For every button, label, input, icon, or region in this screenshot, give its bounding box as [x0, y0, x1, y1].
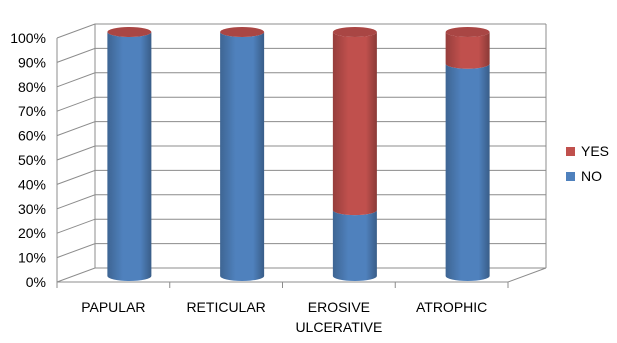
- bar-top-cap: [220, 27, 265, 37]
- y-tick-label: 10%: [18, 250, 46, 266]
- x-tick-label: EROSIVE: [308, 299, 370, 315]
- legend: YES NO: [566, 143, 609, 184]
- bars: [107, 27, 490, 281]
- y-tick-label: 30%: [18, 201, 46, 217]
- bar-segment-no: [445, 63, 490, 281]
- y-tick-label: 40%: [18, 176, 46, 192]
- y-tick-label: 50%: [18, 152, 46, 168]
- y-tick-label: 100%: [10, 30, 46, 46]
- legend-swatch-no: [566, 172, 575, 181]
- bar-segment-no: [107, 32, 152, 281]
- legend-label-yes: YES: [581, 143, 609, 159]
- y-tick-label: 20%: [18, 225, 46, 241]
- bar-segment-no: [332, 210, 377, 281]
- y-tick-label: 0%: [26, 274, 46, 290]
- legend-swatch-yes: [566, 147, 575, 156]
- axis-labels: 0% 10% 20% 30% 40% 50% 60% 70% 80% 90% 100% PAPULAR…: [10, 30, 487, 335]
- y-tick-label: 90%: [18, 54, 46, 70]
- bar-segment-no: [220, 32, 265, 281]
- bar-segment-yes: [332, 32, 377, 216]
- x-tick-label: PAPULAR: [81, 299, 145, 315]
- bar-top-cap: [107, 27, 152, 37]
- x-tick-label: RETICULAR: [186, 299, 265, 315]
- y-tick-label: 80%: [18, 79, 46, 95]
- x-tick-label: ULCERATIVE: [295, 319, 382, 335]
- bar-top-cap: [332, 27, 377, 37]
- axes: [56, 24, 547, 288]
- bar-segment-yes: [445, 32, 490, 69]
- y-tick-label: 60%: [18, 128, 46, 144]
- y-tick-label: 70%: [18, 103, 46, 119]
- legend-label-no: NO: [581, 168, 602, 184]
- bar-top-cap: [445, 27, 490, 37]
- x-tick-label: ATROPHIC: [416, 299, 487, 315]
